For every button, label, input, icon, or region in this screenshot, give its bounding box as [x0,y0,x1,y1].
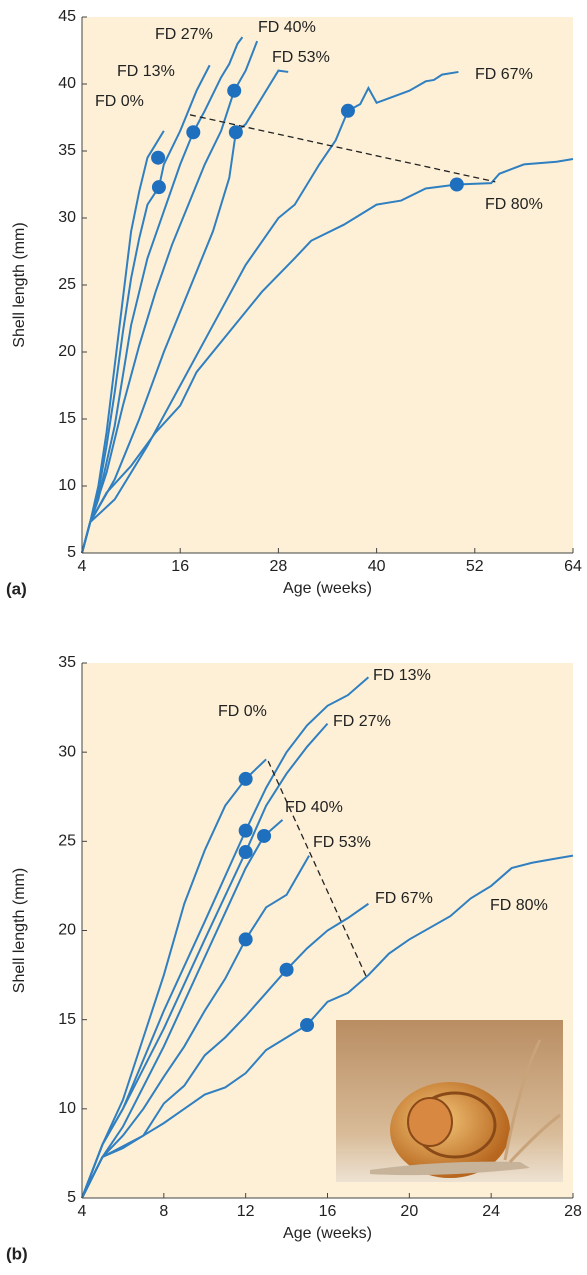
y-axis-label: Shell length (mm) [11,868,28,993]
marker-dot [257,828,272,843]
x-axis-label: Age (weeks) [283,1225,372,1242]
series-line [81,758,267,1199]
series-line [81,158,574,554]
marker-dot [238,845,253,860]
series-line [81,854,574,1199]
y-tick-label: 30 [58,209,76,226]
y-tick-label: 15 [58,1011,76,1028]
x-axis-label: Age (weeks) [283,580,372,597]
series-label: FD 27% [155,26,213,43]
marker-dot [238,771,253,786]
y-tick-label: 35 [58,142,76,159]
y-tick-label: 15 [58,410,76,427]
series-label: FD 0% [95,93,144,110]
x-tick-label: 16 [171,558,189,575]
y-tick-label: 5 [67,544,76,561]
series-line [81,819,284,1199]
series-line [81,855,310,1199]
x-tick-label: 8 [159,1203,168,1220]
marker-dot [151,150,166,165]
series-line [81,722,329,1199]
x-tick-label: 28 [564,1203,582,1220]
series-line [81,902,369,1199]
y-tick-label: 20 [58,922,76,939]
series-line [81,130,165,554]
x-tick-label: 40 [368,558,386,575]
series-label: FD 27% [333,713,391,730]
panel-label: (a) [6,579,27,598]
marker-dot [228,125,243,140]
x-tick-label: 64 [564,558,582,575]
x-tick-label: 20 [400,1203,418,1220]
y-tick-label: 35 [58,654,76,671]
plot-area [82,17,573,553]
series-label: FD 0% [218,703,267,720]
series-label: FD 80% [485,196,543,213]
marker-dot [449,177,464,192]
y-tick-label: 40 [58,75,76,92]
marker-dot [340,103,355,118]
x-tick-label: 4 [78,558,87,575]
y-tick-label: 20 [58,343,76,360]
snail-photo [336,1020,563,1182]
y-tick-label: 5 [67,1189,76,1206]
series-line [81,69,289,554]
marker-dot [227,83,242,98]
series-label: FD 13% [117,63,175,80]
y-axis-label: Shell length (mm) [11,222,28,347]
trend-line [189,114,496,183]
series-label: FD 67% [475,66,533,83]
x-tick-label: 12 [237,1203,255,1220]
series-label: FD 67% [375,890,433,907]
y-tick-label: 25 [58,276,76,293]
marker-dot [151,180,166,195]
x-tick-label: 28 [270,558,288,575]
series-label: FD 13% [373,667,431,684]
marker-dot [300,1018,315,1033]
y-tick-label: 10 [58,1100,76,1117]
y-tick-label: 25 [58,833,76,850]
marker-dot [279,962,294,977]
series-label: FD 53% [272,49,330,66]
x-tick-label: 4 [78,1203,87,1220]
series-label: FD 53% [313,834,371,851]
y-tick-label: 10 [58,477,76,494]
series-label: FD 40% [285,799,343,816]
x-tick-label: 52 [466,558,484,575]
panel-label: (b) [6,1244,28,1263]
marker-dot [238,932,253,947]
series-label: FD 80% [490,897,548,914]
series-label: FD 40% [258,19,316,36]
y-tick-label: 45 [58,8,76,25]
marker-dot [186,125,201,140]
series-line [81,64,211,554]
y-tick-label: 30 [58,743,76,760]
x-tick-label: 24 [482,1203,500,1220]
marker-dot [238,823,253,838]
x-tick-label: 16 [319,1203,337,1220]
